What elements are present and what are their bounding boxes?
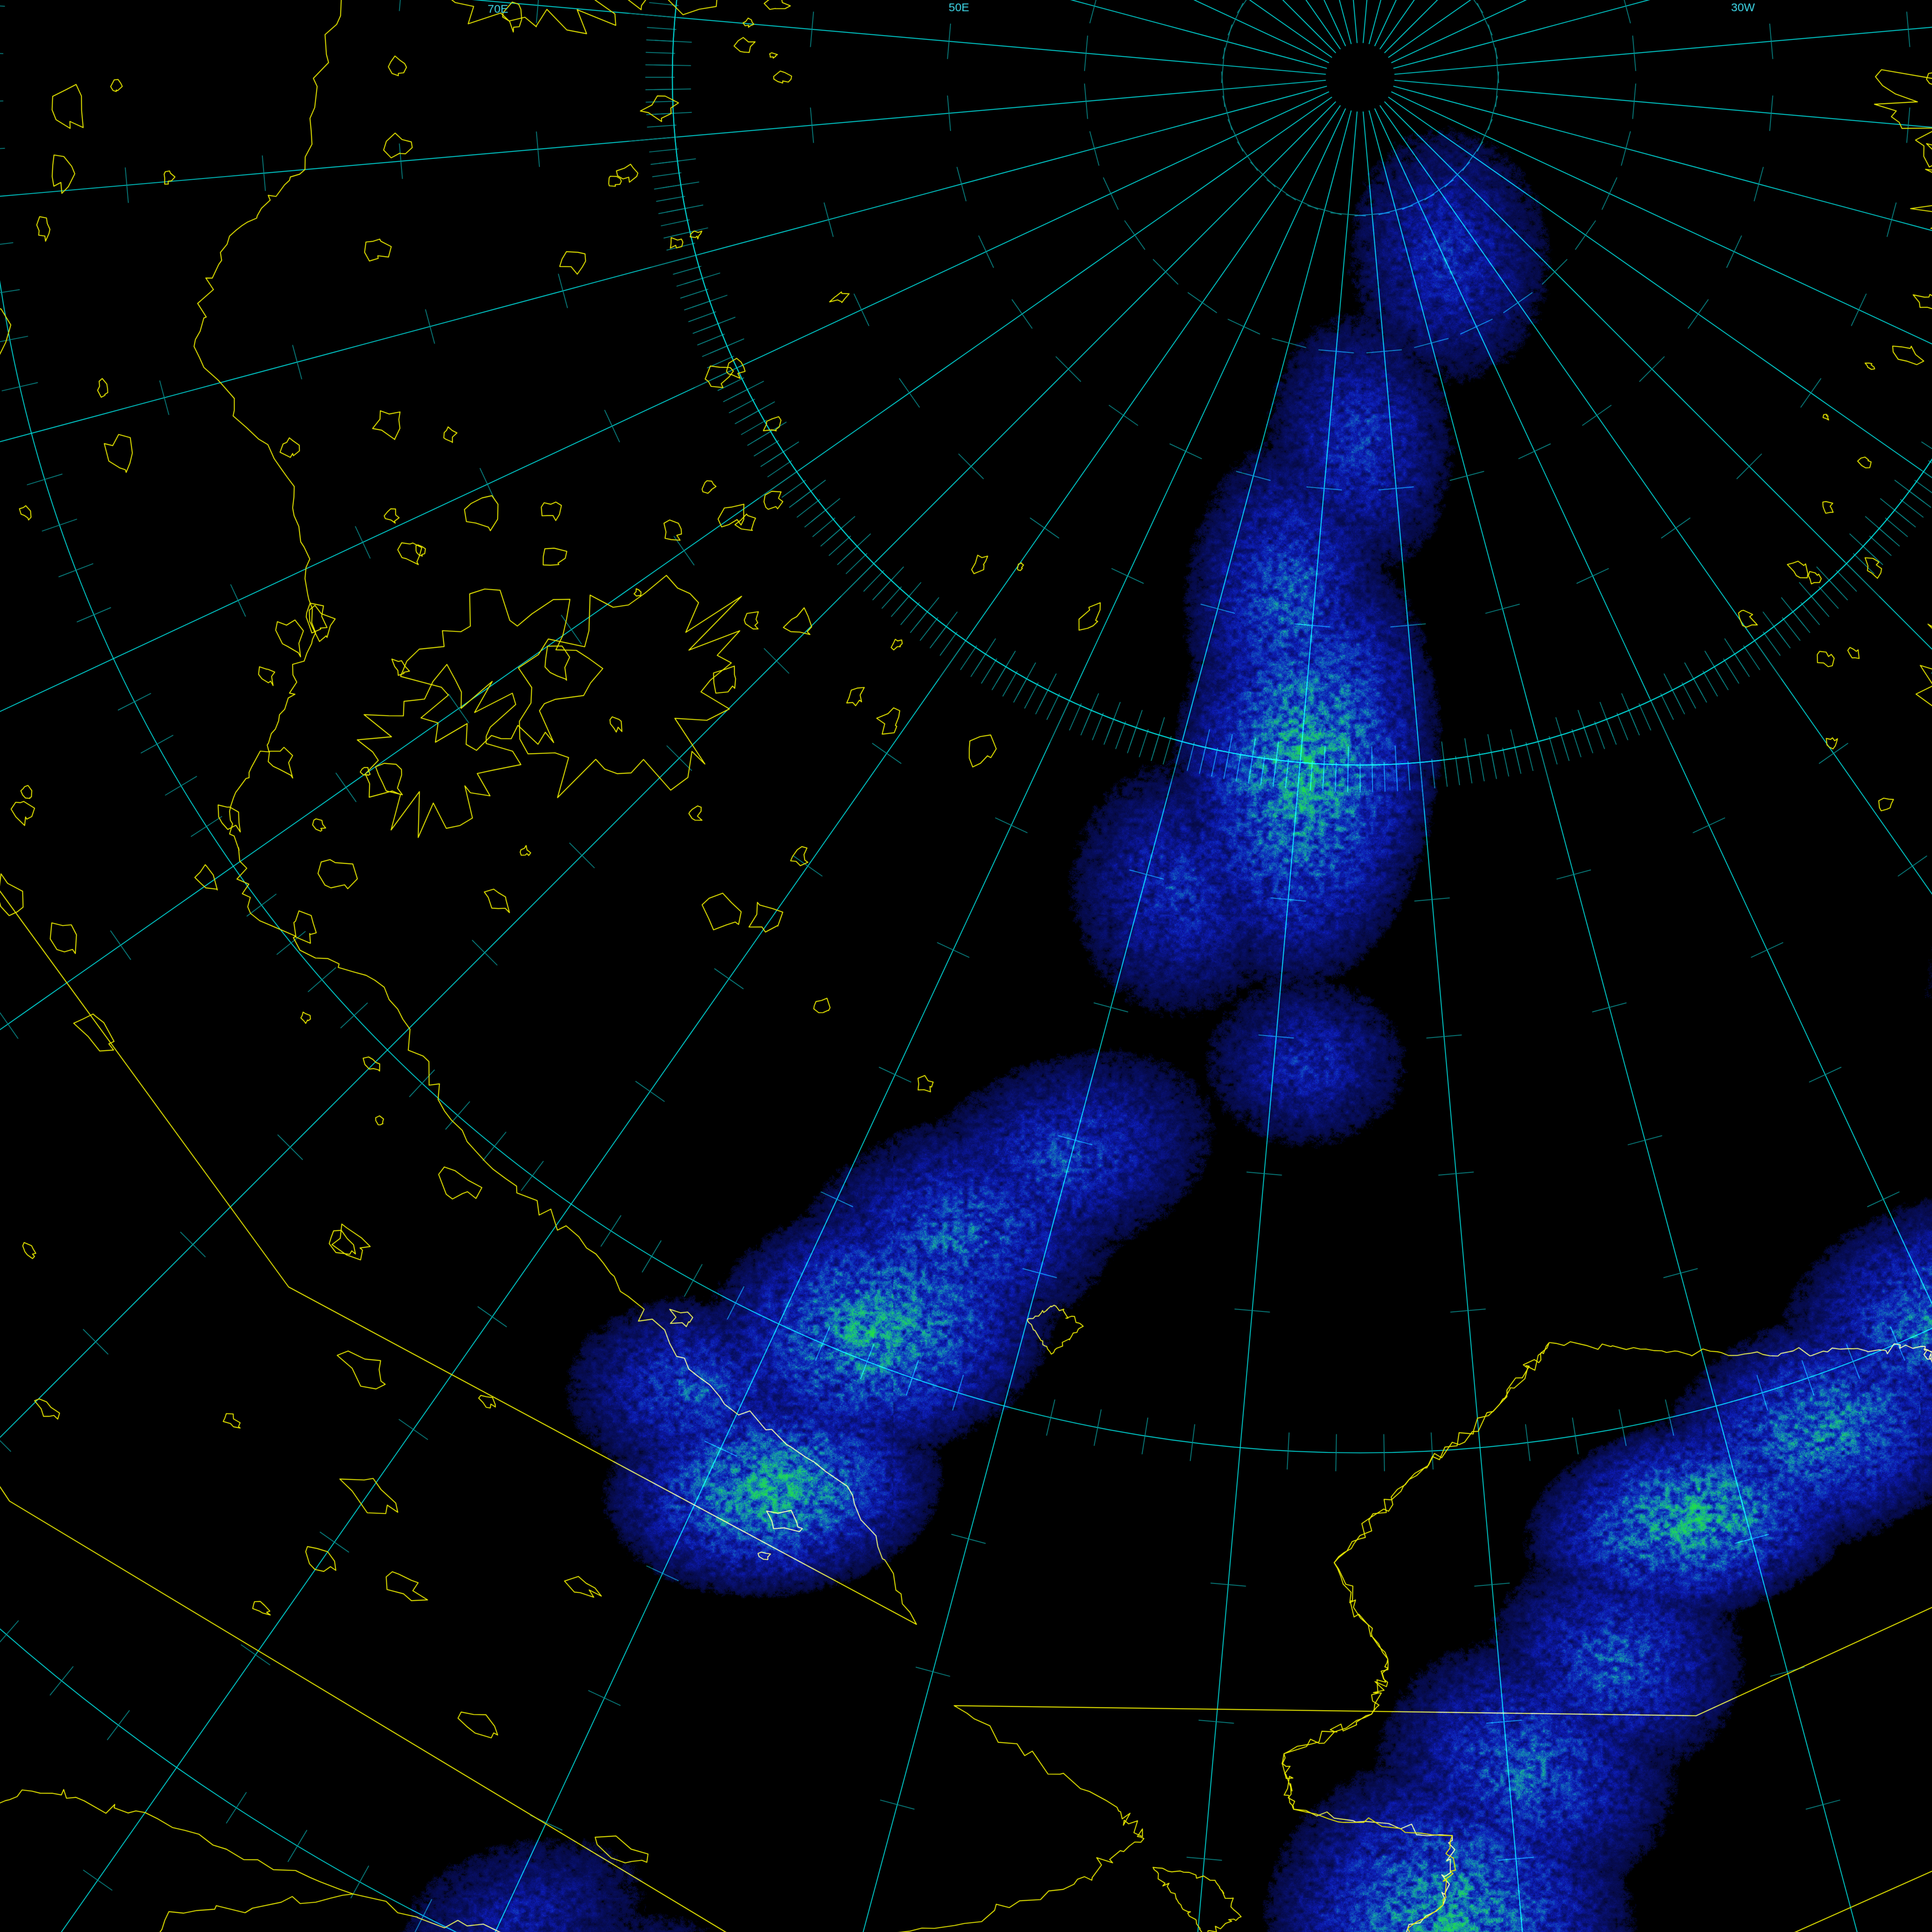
satellite-map-canvas	[0, 0, 1932, 1932]
satellite-image-viewer: VIIRS SO2 Index noaa20 2025/10/28 14:43 …	[0, 0, 1932, 1932]
